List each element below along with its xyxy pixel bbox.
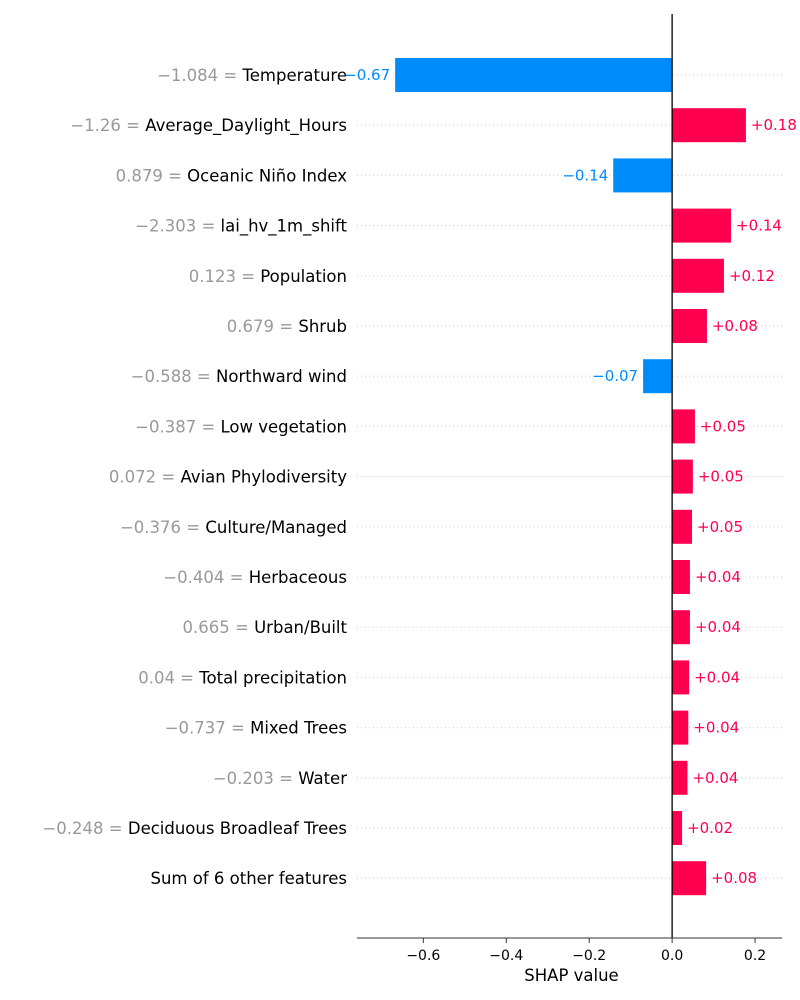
feature-name: Avian Phylodiversity [180, 468, 347, 487]
bar-value-label: +0.08 [711, 869, 757, 887]
bar [672, 409, 695, 444]
bar-value-label: −0.07 [592, 367, 638, 385]
x-tick-label: 0.2 [744, 948, 766, 964]
bar-value-label: +0.04 [692, 769, 738, 787]
feature-label: −0.387 = Low vegetation [135, 417, 347, 436]
feature-label: Sum of 6 other features [150, 869, 347, 888]
feature-label: 0.072 = Avian Phylodiversity [109, 468, 347, 487]
feature-name: lai_hv_1m_shift [221, 217, 348, 237]
bar-value-label: −0.67 [344, 66, 390, 84]
feature-value: −1.084 = [157, 66, 242, 85]
feature-value: 0.04 = [138, 668, 199, 687]
feature-name: Northward wind [216, 367, 347, 386]
feature-name: Culture/Managed [205, 518, 347, 537]
feature-value: −0.203 = [213, 769, 298, 788]
bar [672, 660, 690, 695]
bar-value-label: +0.04 [694, 668, 740, 686]
feature-label: −0.588 = Northward wind [131, 367, 347, 386]
x-axis-title: SHAP value [524, 966, 618, 985]
feature-label: −0.376 = Culture/Managed [120, 518, 347, 537]
x-tick-label: −0.6 [406, 948, 440, 964]
feature-name: Herbaceous [249, 568, 347, 587]
feature-name: Total precipitation [198, 668, 347, 687]
bar [672, 811, 683, 845]
bar-value-label: −0.14 [562, 166, 608, 184]
x-tick-label: −0.2 [572, 948, 606, 964]
feature-value: −2.303 = [135, 217, 220, 236]
bar [672, 509, 693, 544]
bar-value-label: +0.05 [700, 417, 746, 435]
feature-label: −1.084 = Temperature [157, 66, 347, 85]
x-tick-label: −0.4 [489, 948, 523, 964]
feature-label: 0.123 = Population [189, 267, 347, 286]
feature-label: 0.04 = Total precipitation [138, 668, 347, 687]
feature-name: Deciduous Broadleaf Trees [128, 819, 347, 838]
bar-value-label: +0.18 [751, 116, 797, 134]
feature-label: −0.737 = Mixed Trees [165, 719, 347, 738]
feature-value: 0.123 = [189, 267, 261, 286]
feature-value: −0.404 = [163, 568, 248, 587]
bar [672, 108, 746, 143]
x-ticks: −0.6 −0.4 −0.2 0.0 0.2 [406, 938, 766, 964]
bar [672, 610, 690, 645]
feature-name: Shrub [298, 317, 347, 336]
feature-name: Average_Daylight_Hours [145, 116, 347, 136]
feature-name: Temperature [241, 66, 347, 85]
feature-label: −0.248 = Deciduous Broadleaf Trees [42, 819, 347, 838]
bar-value-label: +0.05 [697, 518, 743, 536]
bar [672, 710, 689, 745]
feature-value: −1.26 = [70, 116, 145, 135]
feature-labels: −1.084 = Temperature −1.26 = Average_Dayl… [42, 66, 347, 888]
feature-label: 0.879 = Oceanic Niño Index [116, 166, 348, 185]
bar [672, 208, 731, 243]
bar [672, 861, 707, 896]
feature-value: −0.248 = [42, 819, 127, 838]
feature-name: Water [298, 769, 347, 788]
x-axis: −0.6 −0.4 −0.2 0.0 0.2 SHAP value [357, 937, 782, 985]
bar-value-label: +0.12 [729, 267, 775, 285]
feature-name: Urban/Built [254, 618, 347, 637]
bar [643, 359, 673, 394]
bar [672, 560, 690, 594]
feature-value: 0.879 = [116, 166, 188, 185]
bar-value-labels: −0.67 +0.18 −0.14 +0.14 +0.12 +0.08 −0.07 +0.05… [344, 66, 797, 887]
row-guides [357, 74, 782, 879]
bars [395, 58, 746, 896]
bar [672, 309, 707, 343]
feature-value: 0.665 = [183, 618, 255, 637]
feature-name: Oceanic Niño Index [187, 166, 347, 185]
bar [395, 58, 673, 92]
bar [672, 459, 693, 494]
feature-label: 0.679 = Shrub [227, 317, 347, 336]
feature-label: −1.26 = Average_Daylight_Hours [70, 116, 347, 136]
bar-value-label: +0.05 [698, 468, 744, 486]
feature-label: −2.303 = lai_hv_1m_shift [135, 217, 347, 237]
feature-name: Population [260, 267, 347, 286]
feature-name: Low vegetation [221, 417, 347, 436]
bar-value-label: +0.04 [693, 719, 739, 737]
bar-value-label: +0.08 [712, 317, 758, 335]
bar [672, 258, 724, 293]
bar-value-label: +0.04 [695, 568, 741, 586]
feature-label: −0.404 = Herbaceous [163, 568, 347, 587]
feature-value: −0.588 = [131, 367, 216, 386]
feature-label: −0.203 = Water [213, 769, 347, 788]
feature-label: 0.665 = Urban/Built [183, 618, 348, 637]
bar-value-label: +0.02 [687, 819, 733, 837]
feature-value: 0.679 = [227, 317, 299, 336]
feature-name: Mixed Trees [250, 719, 347, 738]
bar [613, 158, 673, 193]
bar-value-label: +0.04 [695, 618, 741, 636]
bar-value-label: +0.14 [736, 217, 782, 235]
x-tick-label: 0.0 [661, 948, 683, 964]
feature-name: Sum of 6 other features [150, 869, 347, 888]
bar [672, 760, 688, 795]
feature-value: −0.376 = [120, 518, 205, 537]
feature-value: −0.387 = [135, 417, 220, 436]
feature-value: −0.737 = [165, 719, 250, 738]
feature-value: 0.072 = [109, 468, 181, 487]
